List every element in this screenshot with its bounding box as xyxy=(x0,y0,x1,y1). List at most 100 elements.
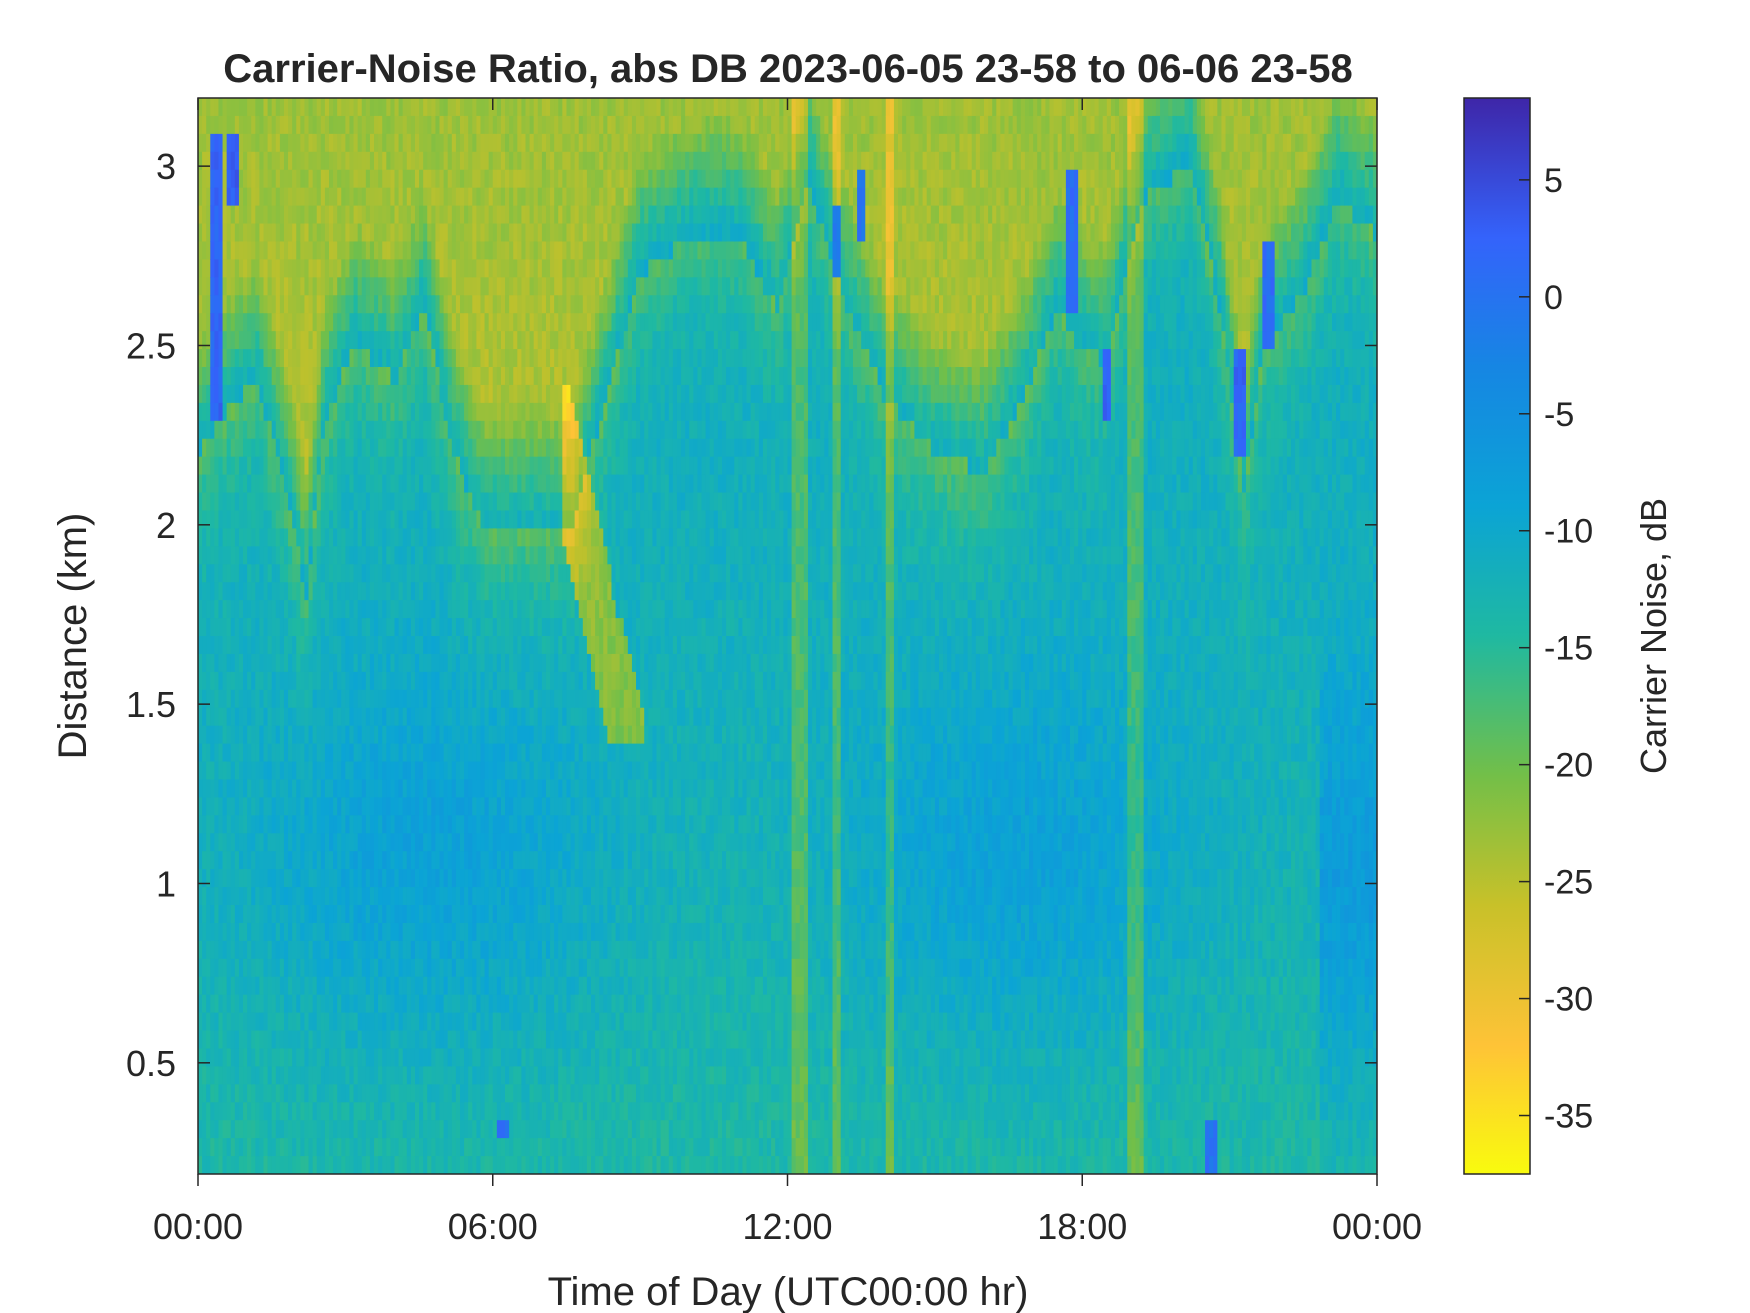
heatmap-cell xyxy=(406,402,412,422)
heatmap-cell xyxy=(255,1048,260,1067)
heatmap-cell xyxy=(505,869,510,888)
heatmap-cell xyxy=(259,761,265,781)
heatmap-cell xyxy=(369,420,375,440)
heatmap-cell xyxy=(505,115,510,135)
heatmap-cell xyxy=(316,331,322,350)
heatmap-cell xyxy=(455,582,461,601)
heatmap-cell xyxy=(210,833,215,852)
heatmap-cell xyxy=(218,510,224,529)
heatmap-cell xyxy=(513,1066,518,1085)
heatmap-cell xyxy=(251,922,256,942)
heatmap-cell xyxy=(357,456,363,476)
heatmap-cell xyxy=(365,869,371,888)
heatmap-cell xyxy=(521,1138,527,1157)
heatmap-cell xyxy=(288,133,293,153)
heatmap-cell xyxy=(460,420,465,440)
heatmap-cell xyxy=(320,636,326,655)
heatmap-cell xyxy=(533,1102,539,1121)
heatmap-cell xyxy=(537,277,543,296)
heatmap-cell xyxy=(283,474,289,494)
heatmap-cell xyxy=(300,564,306,583)
heatmap-cell xyxy=(443,1102,449,1121)
heatmap-cell xyxy=(480,994,486,1014)
heatmap-cell xyxy=(365,851,371,870)
heatmap-cell xyxy=(423,689,428,709)
heatmap-cell xyxy=(234,528,240,547)
heatmap-cell xyxy=(296,940,301,960)
heatmap-cell xyxy=(484,618,490,637)
heatmap-cell xyxy=(341,1048,346,1067)
heatmap-cell xyxy=(288,187,293,207)
heatmap-cell xyxy=(312,492,318,512)
heatmap-cell xyxy=(357,761,363,781)
heatmap-cell xyxy=(288,313,293,332)
heatmap-cell xyxy=(410,313,416,332)
heatmap-cell xyxy=(476,259,482,278)
heatmap-cell xyxy=(521,671,527,691)
heatmap-cell xyxy=(431,402,437,422)
heatmap-cell xyxy=(345,600,351,619)
heatmap-cell xyxy=(238,528,244,547)
heatmap-cell xyxy=(226,618,232,637)
heatmap-cell xyxy=(275,869,281,888)
heatmap-cell xyxy=(509,205,514,225)
heatmap-cell xyxy=(263,151,269,171)
heatmap-cell xyxy=(398,689,404,709)
heatmap-cell xyxy=(509,349,514,368)
heatmap-cell xyxy=(333,384,338,404)
heatmap-cell xyxy=(279,600,285,619)
heatmap-cell xyxy=(243,887,248,906)
heatmap-cell xyxy=(398,582,404,601)
heatmap-cell xyxy=(427,671,432,691)
heatmap-cell xyxy=(202,1120,207,1139)
heatmap-cell xyxy=(443,1120,449,1139)
heatmap-cell xyxy=(226,1102,232,1121)
heatmap-cell xyxy=(455,779,461,798)
heatmap-cell xyxy=(533,815,539,834)
heatmap-cell xyxy=(402,922,408,942)
heatmap-cell xyxy=(259,1048,265,1067)
heatmap-cell xyxy=(472,833,477,852)
heatmap-cell xyxy=(533,187,539,207)
heatmap-cell xyxy=(476,887,482,906)
heatmap-cell xyxy=(410,349,416,368)
heatmap-cell xyxy=(279,958,285,978)
heatmap-cell xyxy=(460,259,465,278)
heatmap-cell xyxy=(320,546,326,565)
heatmap-cell xyxy=(382,367,387,386)
heatmap-cell xyxy=(369,636,375,655)
heatmap-cell xyxy=(308,205,314,225)
heatmap-cell xyxy=(455,1048,461,1067)
heatmap-cell xyxy=(431,438,437,458)
heatmap-cell xyxy=(234,223,240,243)
heatmap-cell xyxy=(345,905,351,924)
heatmap-cell xyxy=(255,1156,260,1174)
heatmap-cell xyxy=(414,887,420,906)
heatmap-cell xyxy=(529,528,535,547)
heatmap-cell xyxy=(460,725,465,745)
heatmap-cell xyxy=(345,133,351,153)
heatmap-cell xyxy=(374,1084,379,1103)
heatmap-cell xyxy=(222,367,228,386)
heatmap-cell xyxy=(525,1138,531,1157)
heatmap-cell xyxy=(275,958,281,978)
heatmap-cell xyxy=(251,600,256,619)
heatmap-cell xyxy=(398,438,404,458)
heatmap-cell xyxy=(439,564,445,583)
heatmap-cell xyxy=(320,743,326,763)
heatmap-cell xyxy=(304,349,310,368)
heatmap-cell xyxy=(464,474,469,494)
heatmap-cell xyxy=(365,510,371,529)
heatmap-cell xyxy=(488,510,494,529)
heatmap-cell xyxy=(304,636,310,655)
heatmap-cell xyxy=(394,1156,400,1174)
heatmap-cell xyxy=(226,940,232,960)
heatmap-cell xyxy=(198,115,203,135)
heatmap-cell xyxy=(480,636,486,655)
heatmap-cell xyxy=(357,869,363,888)
heatmap-cell xyxy=(206,636,211,655)
heatmap-cell xyxy=(226,1156,232,1174)
heatmap-cell xyxy=(292,546,297,565)
heatmap-cell xyxy=(484,797,490,816)
heatmap-cell xyxy=(386,295,391,314)
